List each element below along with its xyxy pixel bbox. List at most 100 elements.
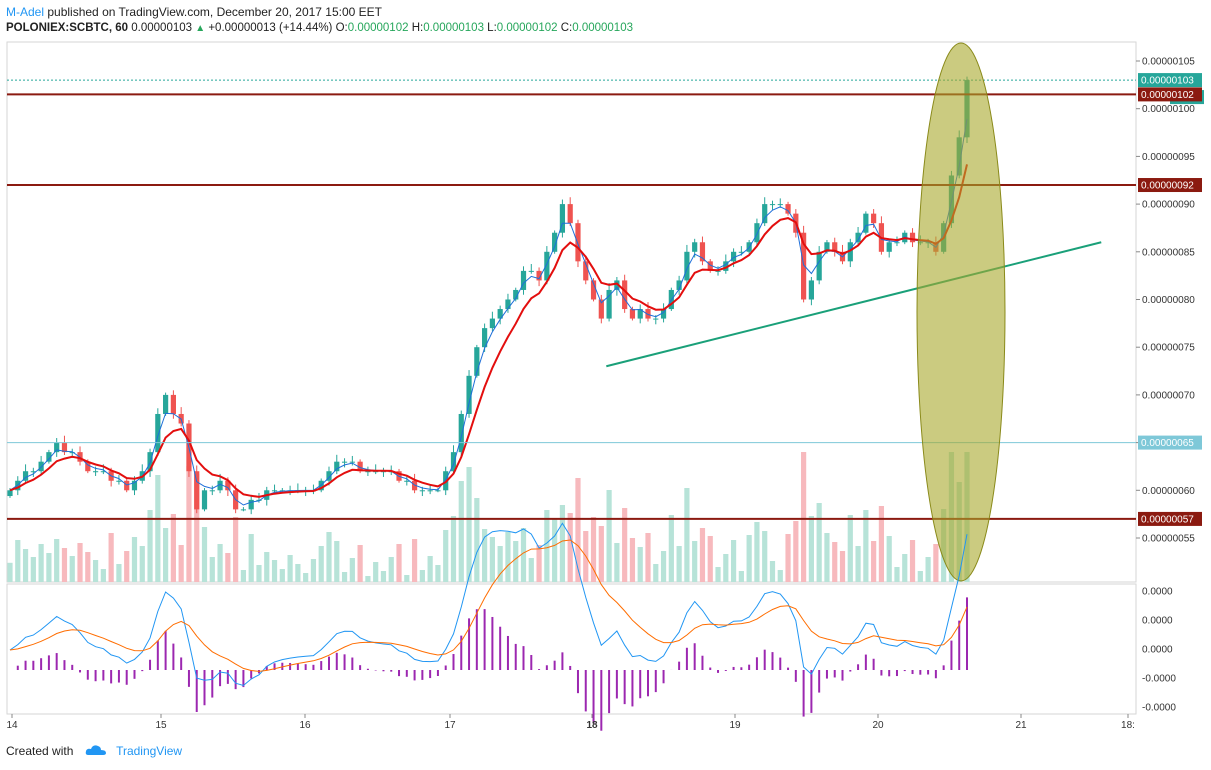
candle-body (513, 289, 519, 300)
chart-header: M-Adel published on TradingView.com, Dec… (0, 0, 1211, 40)
created-with-text: Created with (6, 744, 74, 758)
candle-body (92, 471, 99, 473)
candle-body (46, 452, 52, 462)
candle-body (528, 270, 534, 272)
volume-bar (699, 528, 706, 582)
candle-body (676, 280, 682, 290)
candle-body (100, 471, 106, 473)
volume-bar (92, 560, 99, 582)
candle-body (497, 309, 503, 319)
volume-bar (684, 488, 690, 582)
candle-body (832, 242, 838, 252)
volume-bar (552, 518, 558, 582)
volume-bar (77, 543, 83, 582)
volume-bar (909, 540, 916, 582)
volume-bar (567, 513, 573, 582)
tradingview-link[interactable]: TradingView (116, 744, 183, 758)
volume-bar (520, 528, 527, 582)
time-tick-label: 18 (586, 720, 598, 731)
time-axis[interactable]: 14 15 16 17 18 19 20 21 18: (6, 714, 1135, 731)
price-tick-label: 0.00000055 (1142, 534, 1195, 545)
low-value: 0.00000102 (496, 22, 558, 34)
candle-body (131, 480, 138, 491)
candle-body (458, 413, 464, 453)
volume-bar (357, 545, 363, 582)
volume-bar (878, 506, 885, 582)
volume-bar (847, 515, 853, 582)
candle-body (614, 280, 620, 290)
volume-bar (287, 555, 293, 582)
price-axis[interactable]: 0.00000105 0.00000100 0.00000095 0.00000090… (1136, 57, 1204, 714)
volume-bar (427, 556, 433, 582)
volume-bar (147, 510, 153, 582)
volume-bar (707, 536, 713, 582)
volume-bar (295, 564, 301, 582)
candle-body (201, 490, 208, 510)
volume-bar (326, 532, 332, 582)
volume-bar (808, 516, 814, 582)
ohlc-legend: POLONIEX:SCBTC, 60 0.00000103 ▲ +0.00000… (6, 22, 633, 34)
up-arrow-icon: ▲ (195, 23, 206, 34)
candle-body (886, 242, 892, 252)
volume-bar (637, 547, 643, 582)
candle-body (769, 204, 776, 206)
volume-bar (303, 573, 309, 582)
candle-body (435, 490, 441, 492)
volume-bar (264, 552, 270, 582)
candle-body (163, 394, 169, 414)
candle-body (762, 204, 768, 224)
candle-body (373, 471, 379, 473)
volume-bar (769, 561, 776, 582)
candle-body (225, 480, 231, 491)
volume-bar (233, 517, 239, 582)
volume-bar (528, 558, 534, 582)
candle-body (544, 251, 550, 281)
volume-bar (373, 562, 379, 582)
candle-body (808, 280, 814, 300)
candle-body (707, 261, 713, 271)
close-value: 0.00000103 (572, 22, 633, 34)
volume-bar (816, 503, 822, 582)
candle-body (155, 413, 161, 453)
volume-bar (801, 452, 807, 582)
volume-bar (131, 537, 138, 582)
ema-line (9, 164, 968, 498)
author-link[interactable]: M-Adel (6, 5, 45, 19)
volume-bar (482, 529, 488, 582)
candle-body (894, 242, 900, 244)
candle-body (536, 270, 542, 281)
price-chart[interactable]: 0.00000105 0.00000100 0.00000095 0.00000090… (0, 0, 1211, 740)
volume-bar (660, 551, 667, 582)
volume-bar (349, 558, 355, 582)
volume-bar (730, 540, 737, 582)
candle-body (692, 242, 698, 252)
candle-body (69, 452, 75, 454)
volume-bar (894, 567, 900, 582)
volume-bar (762, 531, 768, 582)
volume-bar (435, 565, 441, 582)
volume-bar (124, 551, 130, 582)
volume-bar (746, 535, 752, 582)
volume-bar (754, 522, 760, 582)
volume-bar (692, 541, 698, 582)
volume-bar (46, 553, 52, 582)
macd-tick-label: -0.0000 (1142, 674, 1176, 685)
volume-bar (380, 571, 387, 582)
macd-pane (9, 522, 968, 731)
volume-bar (629, 538, 636, 582)
volume-bar (240, 570, 247, 582)
volume-bar (178, 545, 184, 582)
candle-body (248, 499, 254, 510)
volume-bar (22, 549, 29, 582)
candle-body (271, 490, 278, 492)
candle-body (723, 261, 729, 271)
candle-body (61, 442, 68, 453)
volume-bar (419, 570, 425, 582)
time-tick-label: 19 (729, 720, 741, 731)
drawings[interactable] (7, 42, 1136, 582)
candle-body (482, 328, 488, 348)
candle-body (419, 490, 425, 492)
candle-body (520, 270, 527, 290)
volume-bar (777, 570, 783, 582)
candle-body (730, 251, 737, 262)
